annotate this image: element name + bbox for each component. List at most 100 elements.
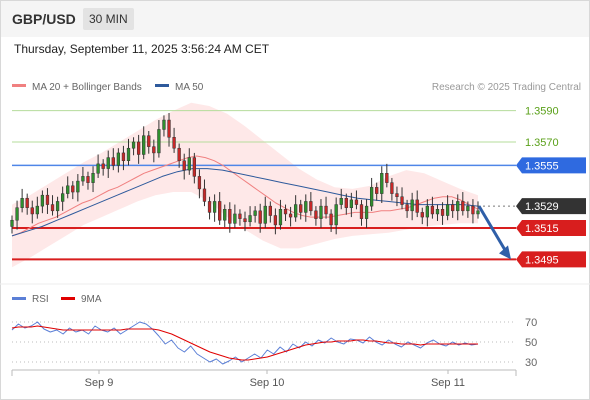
candle: [30, 200, 34, 224]
candle-body: [223, 209, 227, 221]
candle: [106, 150, 110, 178]
level-tag-support: [516, 220, 586, 237]
candle-body: [142, 135, 146, 155]
candle-body: [456, 201, 460, 212]
rsi-legend-swatch: [12, 297, 26, 300]
candle-body: [369, 187, 374, 207]
candle: [101, 159, 105, 176]
rsi-legend-label: RSI: [32, 294, 49, 305]
candle: [314, 206, 318, 226]
candle: [476, 201, 480, 219]
candle: [324, 196, 328, 219]
candle: [278, 199, 283, 230]
candle: [71, 181, 75, 200]
candle: [131, 137, 136, 156]
candle-body: [273, 215, 278, 226]
candle: [20, 188, 24, 213]
candle: [466, 201, 470, 218]
candle-body: [268, 205, 272, 216]
x-tick-label: Sep 11: [431, 377, 465, 389]
candle: [451, 199, 455, 218]
candle: [440, 202, 445, 225]
candle: [329, 209, 333, 232]
candle: [410, 192, 414, 221]
candle-body: [278, 209, 283, 226]
candle: [91, 166, 95, 193]
candle-body: [238, 213, 242, 219]
level-tag-label: 1.3515: [525, 223, 559, 235]
forecast-arrow-head: [499, 245, 511, 260]
candle-body: [10, 219, 14, 227]
candle: [116, 148, 121, 173]
bollinger-band-area: [12, 102, 478, 268]
candle-body: [172, 137, 176, 149]
candle-body: [131, 141, 136, 149]
candle: [162, 115, 166, 137]
rsi-tick-label: 30: [525, 357, 537, 369]
candle: [258, 203, 262, 233]
candle-body: [304, 201, 308, 213]
candle: [35, 196, 39, 219]
candle-body: [334, 204, 338, 226]
rsi-tick-label: 70: [525, 317, 537, 329]
candle: [10, 215, 14, 234]
level-tag-pivot: [516, 157, 586, 174]
candle-body: [400, 196, 404, 205]
level-label: 1.3590: [525, 106, 559, 118]
candle-body: [299, 204, 303, 213]
candle-body: [187, 157, 191, 171]
candle: [147, 131, 151, 154]
candle-body: [157, 129, 161, 154]
ma50-legend-label: MA 50: [175, 82, 204, 93]
candle-body: [410, 199, 414, 212]
candle-body: [395, 193, 399, 197]
candle-body: [55, 201, 60, 212]
timeframe-badge[interactable]: 30 MIN: [83, 8, 134, 30]
x-tick-label: Sep 10: [250, 377, 285, 389]
candle-body: [111, 157, 115, 166]
candle-body: [375, 187, 379, 194]
candle-body: [15, 207, 19, 221]
candle-body: [76, 180, 80, 193]
candle-body: [40, 194, 45, 207]
candle-body: [359, 204, 364, 219]
candle: [461, 192, 465, 216]
candle-body: [61, 193, 65, 202]
candle: [456, 194, 460, 221]
bollinger-bands: [12, 102, 478, 268]
credit-text: Research © 2025 Trading Central: [432, 82, 581, 93]
candle-body: [425, 205, 429, 218]
candle: [81, 167, 85, 186]
candle: [76, 174, 80, 202]
rsi-ma9-line: [11, 325, 478, 361]
candle-body: [212, 201, 217, 213]
candle-body: [364, 205, 369, 219]
candle: [380, 166, 384, 203]
candle-body: [405, 204, 409, 212]
candle-body: [20, 198, 24, 208]
candle-body: [430, 205, 435, 215]
candle: [218, 192, 222, 225]
candle: [182, 153, 186, 180]
candle: [96, 154, 100, 178]
candle-body: [162, 119, 166, 130]
candle-body: [228, 209, 232, 224]
candle-body: [339, 198, 343, 205]
x-tick-label: Sep 9: [85, 377, 114, 389]
moving-averages: [11, 155, 479, 237]
candle: [243, 211, 247, 232]
candle-body: [192, 157, 196, 177]
candle: [445, 195, 450, 221]
ma20-line: [11, 155, 479, 237]
candle-body: [319, 205, 323, 219]
candle-body: [202, 188, 207, 202]
candle-body: [248, 215, 252, 223]
candle-body: [314, 210, 318, 219]
candle-body: [101, 163, 105, 169]
price-levels: [12, 110, 516, 261]
candle: [40, 190, 45, 214]
candle: [309, 192, 313, 216]
candle-body: [25, 198, 29, 208]
candle-body: [197, 176, 202, 190]
